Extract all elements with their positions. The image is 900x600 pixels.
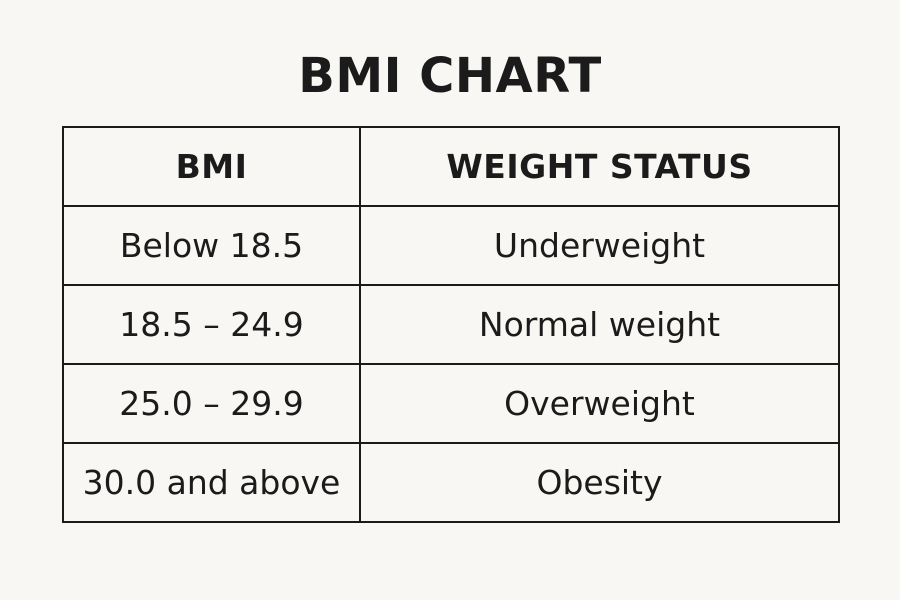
header-bmi: BMI: [62, 126, 361, 207]
cell-bmi-range: 30.0 and above: [62, 442, 361, 523]
table-row: 18.5 – 24.9 Normal weight: [62, 284, 840, 365]
cell-weight-status: Obesity: [359, 442, 840, 523]
bmi-table: BMI WEIGHT STATUS Below 18.5 Underweight…: [62, 126, 840, 523]
cell-bmi-range: Below 18.5: [62, 205, 361, 286]
cell-weight-status: Normal weight: [359, 284, 840, 365]
cell-weight-status: Underweight: [359, 205, 840, 286]
table-row: Below 18.5 Underweight: [62, 205, 840, 286]
page-title: BMI CHART: [298, 48, 602, 104]
cell-bmi-range: 25.0 – 29.9: [62, 363, 361, 444]
header-weight-status: WEIGHT STATUS: [359, 126, 840, 207]
cell-bmi-range: 18.5 – 24.9: [62, 284, 361, 365]
table-row: 30.0 and above Obesity: [62, 442, 840, 523]
cell-weight-status: Overweight: [359, 363, 840, 444]
table-row: 25.0 – 29.9 Overweight: [62, 363, 840, 444]
table-header-row: BMI WEIGHT STATUS: [62, 126, 840, 207]
